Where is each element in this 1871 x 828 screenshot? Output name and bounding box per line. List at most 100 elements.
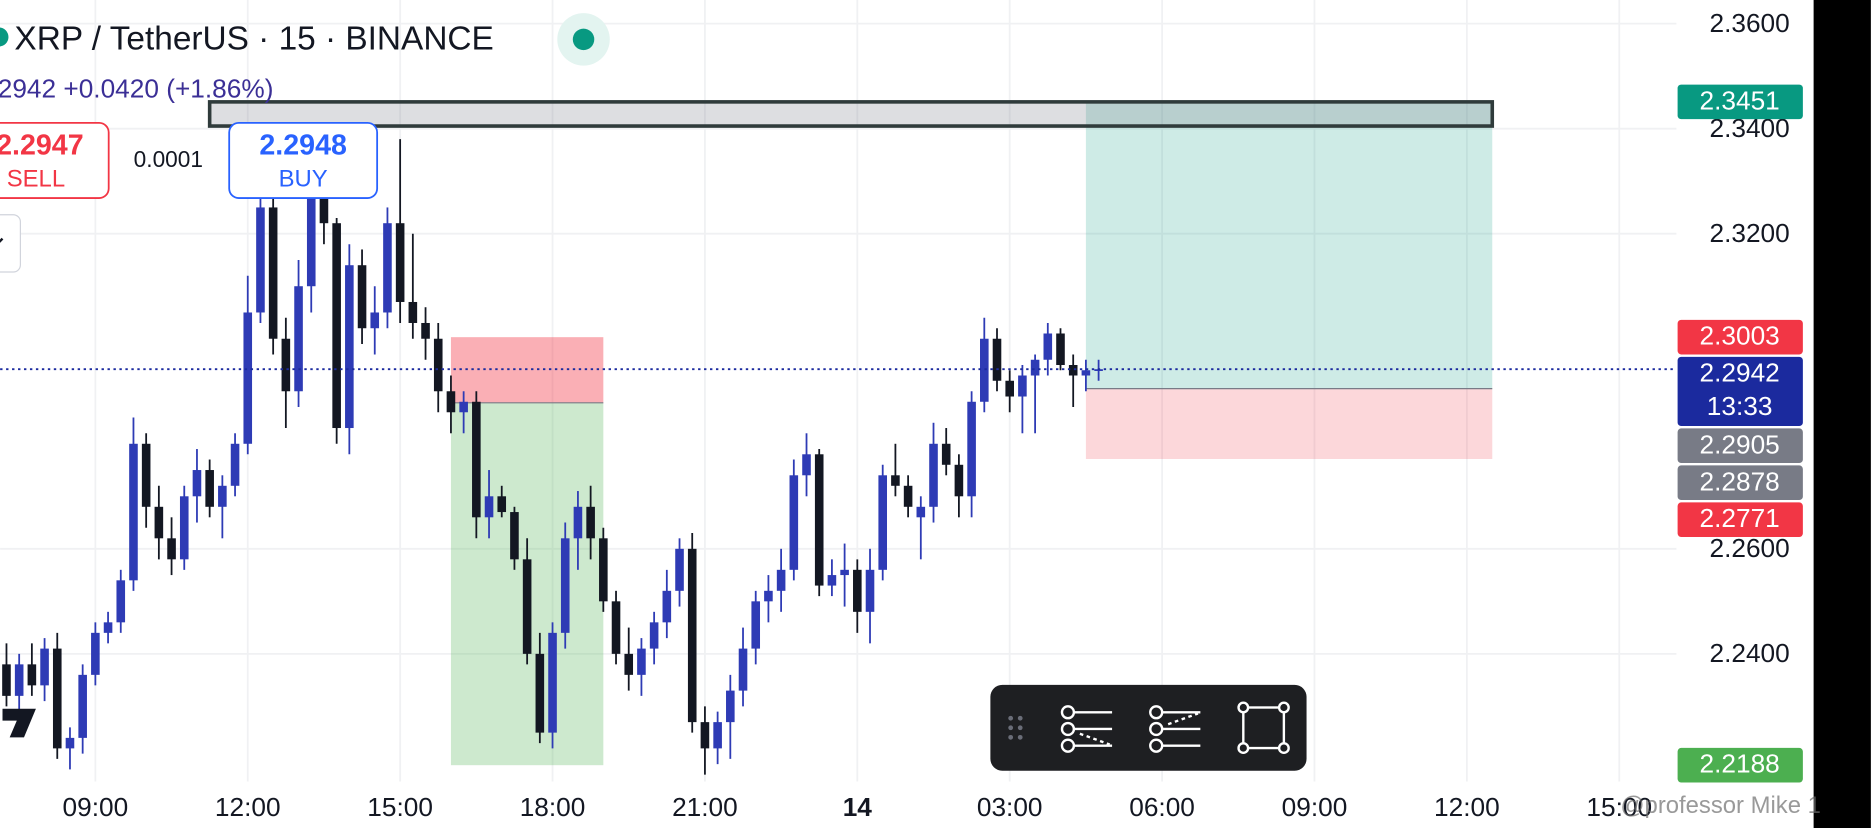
candle-body — [472, 401, 481, 518]
plot-area: 09:00 12:00 15:00 18:00 21:00 14 03:00 06:00 09:… — [0, 0, 1803, 822]
x-tick-label: 15:00 — [367, 792, 433, 822]
candle-body — [103, 622, 113, 633]
price-badge-label: 2.2771 — [1700, 503, 1780, 533]
candle-body — [1081, 370, 1091, 376]
candle-body — [218, 485, 227, 507]
candle-body — [967, 401, 976, 497]
candle-body — [345, 265, 354, 429]
candle-body — [52, 648, 62, 749]
candle-body — [586, 506, 595, 539]
candle-body — [484, 496, 494, 518]
x-tick-label: 03:00 — [977, 792, 1043, 822]
x-tick-label: 18:00 — [520, 792, 586, 822]
candle-body — [789, 475, 799, 570]
toolbar-grip — [1008, 715, 1023, 740]
price-badge — [1677, 502, 1803, 538]
candle-body — [14, 664, 24, 696]
candle-body — [408, 301, 418, 323]
sell-button[interactable] — [0, 121, 110, 199]
candle-body — [129, 443, 138, 581]
rectangle-tool[interactable] — [1237, 701, 1290, 755]
symbol-dot — [0, 27, 9, 47]
candle-body — [548, 632, 557, 733]
price-badge-label: 2.3003 — [1700, 321, 1780, 351]
candle-body — [764, 590, 773, 602]
candle-body — [878, 475, 888, 570]
candle-body — [573, 506, 583, 539]
tv-logo — [2, 708, 36, 738]
candle-body — [891, 475, 900, 486]
buy-price: 2.2948 — [259, 129, 347, 161]
candle-body — [78, 674, 87, 738]
buy-button[interactable] — [228, 121, 379, 199]
candle-body — [433, 338, 443, 392]
short-position-tool[interactable] — [1149, 705, 1201, 753]
x-tick-label: 12:00 — [215, 792, 281, 822]
price-badge — [1677, 428, 1803, 464]
candle-body — [319, 181, 329, 224]
candle-body — [268, 207, 278, 339]
candle-body — [535, 653, 545, 733]
candle-body — [662, 590, 672, 623]
candle-body — [903, 485, 913, 507]
watermark: @professor Mike 1 — [1620, 792, 1821, 819]
x-tick-label: 09:00 — [63, 792, 129, 822]
candle-body — [383, 223, 392, 313]
sell-price: 2.2947 — [0, 129, 84, 161]
candle-body — [243, 312, 253, 444]
candle-body — [522, 559, 532, 654]
candle-body — [624, 653, 634, 675]
candle-body — [980, 338, 989, 402]
candle-body — [459, 401, 468, 413]
y-tick-label: 2.3200 — [1709, 218, 1789, 248]
x-tick-label: 21:00 — [672, 792, 738, 822]
candle-body — [357, 265, 367, 329]
collapse-button[interactable] — [0, 214, 21, 273]
candle-body — [687, 548, 697, 723]
candle-body — [840, 569, 849, 576]
candle-body — [421, 322, 430, 339]
candle-body — [941, 443, 951, 465]
candle-body — [738, 648, 748, 691]
candle-body — [827, 575, 837, 586]
candle-body — [446, 391, 456, 413]
candle-body — [497, 496, 507, 513]
candle-body — [510, 512, 519, 560]
collapse-icon — [0, 237, 4, 243]
candle-body — [27, 664, 37, 686]
price-badge-label: 2.3451 — [1700, 85, 1780, 115]
x-tick-label: 06:00 — [1129, 792, 1195, 822]
candle-body — [205, 470, 214, 507]
candle-body — [332, 223, 341, 429]
candle-body — [306, 181, 316, 287]
candle-body — [179, 496, 189, 560]
long-position-tool[interactable] — [1060, 705, 1113, 753]
candle-body — [1068, 365, 1078, 376]
candle-body — [154, 506, 164, 539]
y-tick-label: 2.2400 — [1709, 638, 1789, 668]
profit-zone — [1085, 101, 1493, 389]
candle-body — [865, 569, 875, 612]
drawing-toolbar — [990, 684, 1307, 771]
candle-body — [802, 454, 811, 476]
price-badge — [1677, 747, 1803, 783]
candle-body — [1005, 380, 1014, 397]
candle-body — [726, 690, 735, 723]
candle-body — [611, 601, 621, 654]
y-tick-label: 2.2600 — [1709, 533, 1789, 563]
candle-body — [141, 443, 151, 507]
price-badge — [1677, 465, 1803, 501]
symbol-title: XRP / TetherUS · 15 · BINANCE — [14, 20, 493, 57]
candle-body — [281, 338, 291, 392]
price-badge-label: 2.2905 — [1700, 429, 1780, 459]
loss-zone — [1085, 388, 1493, 460]
candle-body — [560, 538, 570, 633]
rectangle-drawing — [207, 100, 1495, 128]
candle-body — [230, 443, 240, 486]
candle-body — [1018, 375, 1027, 397]
price-badge-label: 2.2878 — [1700, 466, 1780, 496]
candle-body — [370, 312, 380, 329]
candle-body — [294, 286, 303, 392]
candle-body — [814, 454, 824, 586]
